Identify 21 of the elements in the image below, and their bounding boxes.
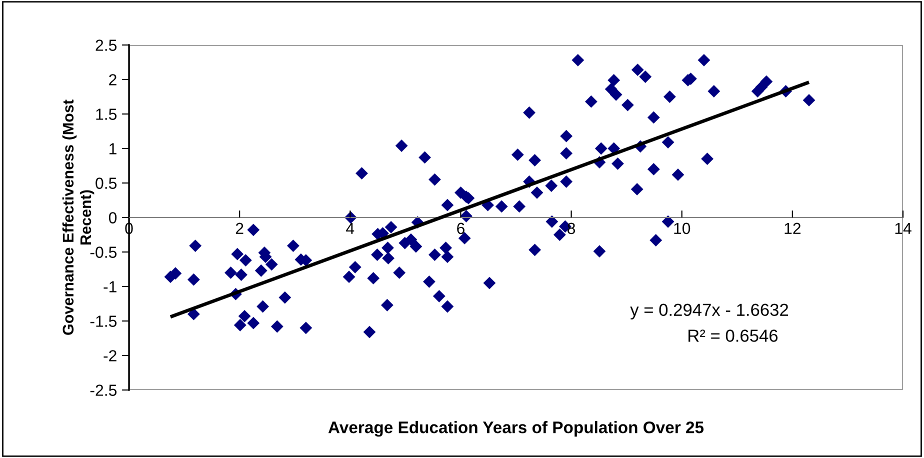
x-tick-label: 12 [784, 222, 801, 234]
y-tick-label: 1 [110, 143, 116, 154]
x-tick-label: 8 [568, 222, 576, 234]
y-tick-label: 1.5 [96, 108, 117, 120]
x-axis-title: Average Education Years of Population Over 25 [328, 421, 704, 437]
x-tick-label: 4 [346, 222, 354, 234]
x-tick-label: 10 [674, 222, 690, 234]
y-tick-label: -1 [104, 281, 116, 292]
y-tick-label: -1.5 [90, 316, 117, 327]
y-tick-label: 0 [108, 212, 117, 224]
y-tick-label: 2.5 [96, 40, 117, 51]
x-tick-label: 2 [236, 222, 244, 234]
x-tick-label: 14 [895, 222, 912, 234]
y-tick-label: -2.5 [90, 384, 117, 396]
y-tick-label: -0.5 [90, 246, 117, 258]
x-tick-label: 6 [457, 222, 464, 234]
y-tick-label: 2 [109, 74, 116, 86]
annotation: y = 0.2947x - 1.6632 [630, 304, 788, 320]
y-tick-label: -2 [104, 350, 116, 362]
y-tick-label: 0.5 [96, 178, 117, 189]
annotation: R² = 0.6546 [688, 330, 778, 342]
